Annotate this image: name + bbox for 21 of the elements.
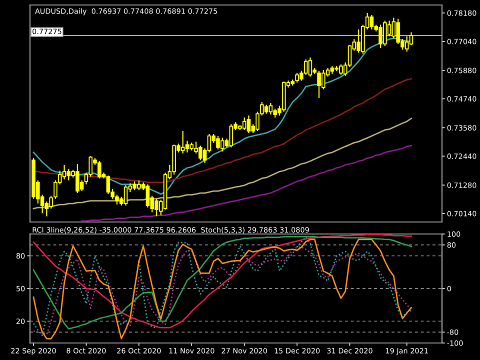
- candlestick: [62, 164, 66, 180]
- candlestick: [220, 137, 224, 152]
- candlestick: [124, 184, 128, 206]
- candlestick: [185, 140, 190, 153]
- candlestick: [242, 116, 246, 131]
- candlestick: [404, 36, 409, 52]
- candlestick: [304, 58, 308, 76]
- candlestick: [44, 200, 49, 217]
- candlestick: [392, 17, 396, 39]
- line-series: [32, 118, 412, 210]
- candlestick: [180, 130, 185, 154]
- candlestick: [146, 184, 150, 208]
- candlestick: [370, 14, 374, 30]
- candlestick: [66, 168, 71, 181]
- candlestick: [246, 114, 251, 134]
- line-series: [81, 144, 412, 222]
- candlestick: [229, 124, 234, 148]
- candlestick: [49, 195, 53, 210]
- candlestick: [308, 56, 312, 78]
- candlestick: [106, 175, 110, 195]
- candlestick: [409, 32, 414, 46]
